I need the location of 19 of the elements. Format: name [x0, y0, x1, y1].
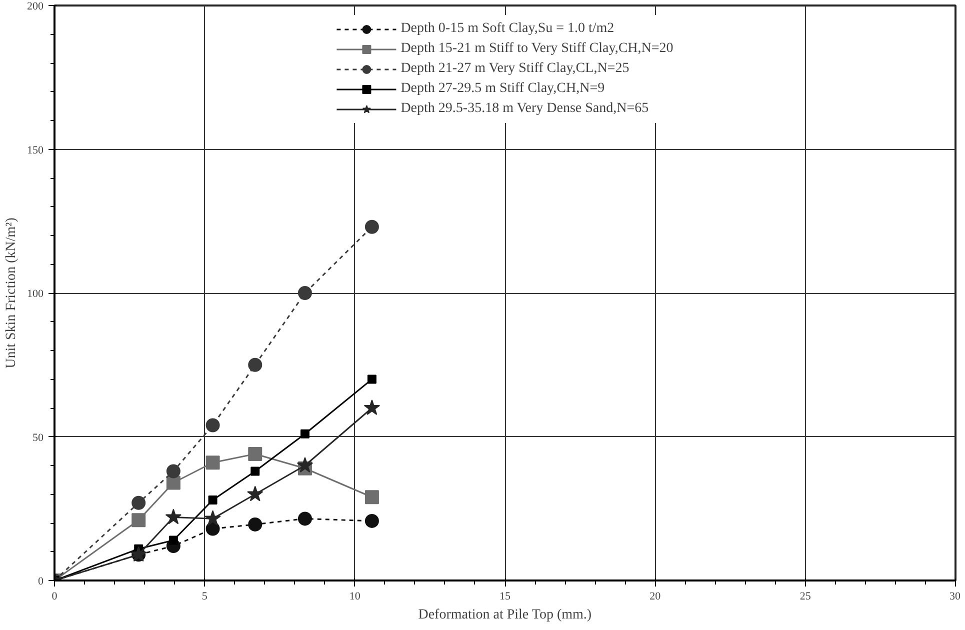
y-axis-title: Unit Skin Friction (kN/m²) [4, 217, 19, 368]
y-tick-label: 100 [27, 288, 44, 300]
y-tick-label: 50 [32, 432, 44, 444]
x-tick-label: 25 [800, 590, 812, 602]
legend-label: Depth 15-21 m Stiff to Very Stiff Clay,CH,N=20 [400, 40, 674, 58]
x-tick-label: 15 [500, 590, 511, 602]
x-tick-label: 30 [950, 590, 961, 602]
x-tick-label: 0 [52, 590, 58, 602]
y-tick-label: 0 [38, 576, 44, 588]
x-tick-label: 5 [202, 590, 208, 602]
legend-label: Depth 27-29.5 m Stiff Clay,CH,N=9 [400, 80, 605, 98]
x-tick-label: 10 [349, 590, 361, 602]
legend-label: Depth 0-15 m Soft Clay,Su = 1.0 t/m2 [400, 20, 614, 38]
x-tick-label: 20 [650, 590, 662, 602]
legend-label: Depth 21-27 m Very Stiff Clay,CL,N=25 [400, 60, 630, 78]
y-tick-label: 200 [27, 0, 44, 12]
y-tick-label: 150 [27, 144, 44, 156]
x-axis-title: Deformation at Pile Top (mm.) [418, 608, 592, 622]
legend-label: Depth 29.5-35.18 m Very Dense Sand,N=65 [400, 100, 649, 118]
